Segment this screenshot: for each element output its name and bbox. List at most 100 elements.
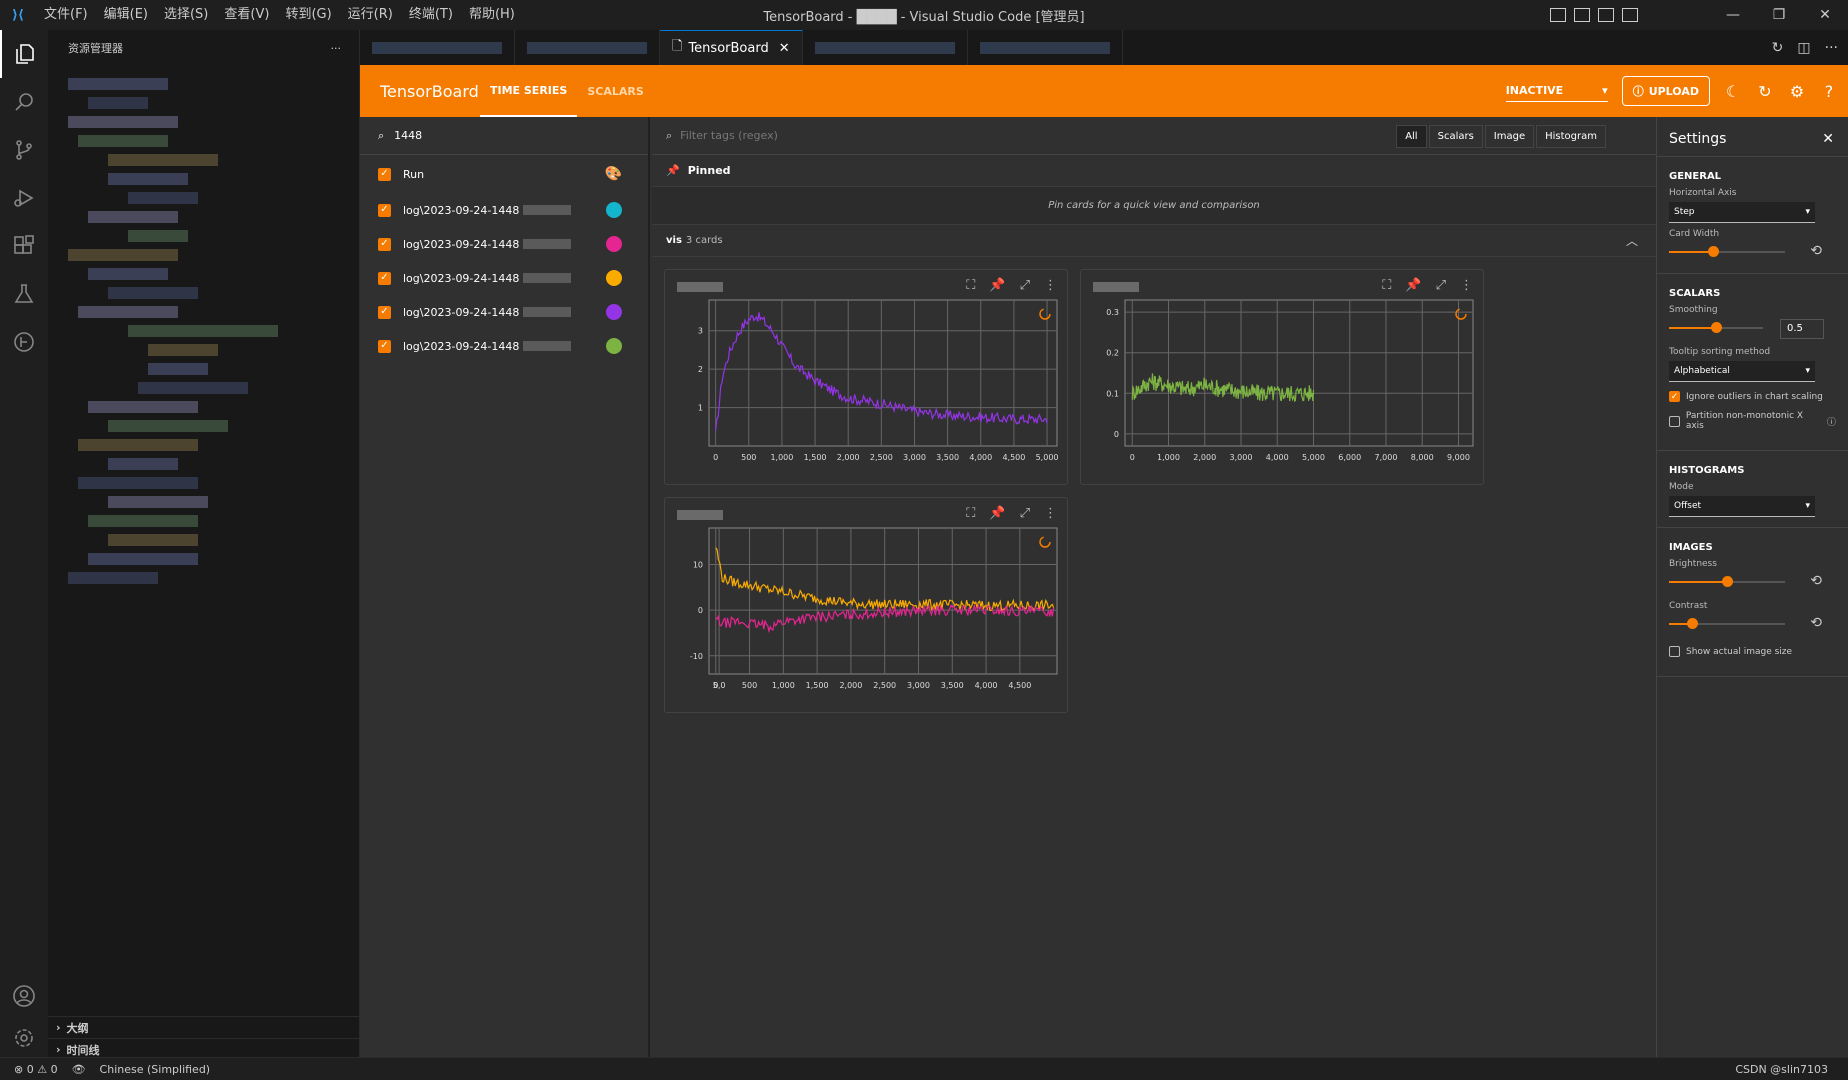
redacted-file-row[interactable] <box>68 249 178 261</box>
explorer-icon[interactable] <box>0 30 48 78</box>
help-icon[interactable]: ? <box>1824 81 1834 101</box>
menu-item[interactable]: 转到(G) <box>285 7 332 22</box>
more-vert-icon[interactable]: ⋮ <box>1044 278 1057 293</box>
tab-time-series[interactable]: TIME SERIES <box>480 65 578 117</box>
fullscreen-icon[interactable]: ⤢ <box>1435 278 1446 293</box>
restore-icon[interactable]: ❐ <box>1772 7 1786 23</box>
timeline-section[interactable]: › 时间线 <box>48 1038 360 1060</box>
tab-redacted-4[interactable] <box>968 30 1123 65</box>
toggle-panel-icon[interactable] <box>1574 8 1590 22</box>
smoothing-input[interactable]: 0.5 <box>1780 319 1824 339</box>
show-actual-size-row[interactable]: Show actual image size <box>1669 646 1836 657</box>
problems-indicator[interactable]: ⊗ 0 ⚠ 0 <box>14 1062 58 1076</box>
horizontal-axis-select[interactable]: Step ▾ <box>1669 202 1815 223</box>
card-group-vis[interactable]: vis 3 cards ︿ <box>652 225 1656 257</box>
ignore-outliers-row[interactable]: ✓ Ignore outliers in chart scaling <box>1669 391 1836 402</box>
menu-item[interactable]: 编辑(E) <box>103 7 148 22</box>
redacted-file-row[interactable] <box>78 306 178 318</box>
tab-tensorboard[interactable]: 🗋 TensorBoard ✕ <box>660 30 803 65</box>
fit-domain-icon[interactable]: ⛶ <box>966 506 976 521</box>
tooltip-select[interactable]: Alphabetical ▾ <box>1669 361 1815 382</box>
scalar-card[interactable]: ⛶ 📌 ⤢ ⋮ 0 500 1,000 1,500 2,000 2,500 3,000 3,500 4,… <box>664 497 1068 713</box>
run-color-swatch[interactable] <box>606 270 622 286</box>
menu-item[interactable]: 选择(S) <box>163 7 209 22</box>
remote-explorer-icon[interactable] <box>0 318 48 366</box>
run-debug-icon[interactable] <box>0 174 48 222</box>
redacted-file-row[interactable] <box>88 97 148 109</box>
source-control-icon[interactable] <box>0 126 48 174</box>
line-chart[interactable]: 0 500 1,000 1,500 2,000 2,500 3,000 3,500 4,000 4… <box>665 270 1069 486</box>
redacted-file-row[interactable] <box>108 534 198 546</box>
line-chart[interactable]: 0 1,000 2,000 3,000 4,000 5,000 6,000 7,000 8,00… <box>1081 270 1485 486</box>
menu-item[interactable]: 运行(R) <box>347 7 393 22</box>
tab-scalars[interactable]: SCALARS <box>587 84 644 98</box>
smoothing-slider[interactable] <box>1669 319 1763 337</box>
fit-domain-icon[interactable]: ⛶ <box>1382 278 1392 293</box>
minimize-icon[interactable]: — <box>1726 7 1740 23</box>
show-actual-size-checkbox[interactable] <box>1669 646 1680 657</box>
fit-domain-icon[interactable]: ⛶ <box>966 278 976 293</box>
menu-item[interactable]: 帮助(H) <box>468 7 515 22</box>
plugin-select[interactable]: INACTIVE ▾ <box>1505 80 1608 102</box>
dark-mode-icon[interactable]: ☾ <box>1725 81 1741 101</box>
run-filter[interactable]: ⌕ 1448 <box>360 117 648 155</box>
redacted-file-row[interactable] <box>68 78 168 90</box>
select-all-checkbox[interactable]: ✓ <box>378 167 391 181</box>
redacted-file-row[interactable] <box>88 268 168 280</box>
brightness-slider[interactable] <box>1669 573 1785 591</box>
menu-item[interactable]: 文件(F) <box>44 7 88 22</box>
reset-icon[interactable]: ⟲ <box>1810 243 1822 259</box>
redacted-file-row[interactable] <box>78 135 168 147</box>
menu-item[interactable]: 终端(T) <box>408 7 453 22</box>
redacted-file-row[interactable] <box>108 287 198 299</box>
run-checkbox[interactable]: ✓ <box>378 339 391 353</box>
redacted-file-row[interactable] <box>68 116 178 128</box>
broadcast-icon[interactable]: 👁 <box>71 1062 86 1076</box>
run-row[interactable]: ✓ log\2023-09-24-1448 <box>360 329 648 363</box>
extensions-icon[interactable] <box>0 222 48 270</box>
more-actions-icon[interactable]: ··· <box>1824 39 1838 56</box>
run-checkbox[interactable]: ✓ <box>378 305 391 319</box>
run-checkbox[interactable]: ✓ <box>378 203 391 217</box>
redacted-file-row[interactable] <box>68 572 158 584</box>
redacted-file-row[interactable] <box>128 325 278 337</box>
pin-card-icon[interactable]: 📌 <box>989 278 1006 293</box>
mode-select[interactable]: Offset ▾ <box>1669 496 1815 517</box>
close-settings-icon[interactable]: ✕ <box>1822 130 1834 147</box>
redacted-file-row[interactable] <box>88 401 198 413</box>
scalar-card[interactable]: ⛶ 📌 ⤢ ⋮ 0 1,000 2,000 3,000 4,000 5,000 6,000 7,000… <box>1080 269 1484 485</box>
settings-gear-icon[interactable]: ⚙ <box>1789 81 1805 101</box>
redacted-file-row[interactable] <box>138 382 248 394</box>
split-editor-icon[interactable]: ◫ <box>1797 39 1811 56</box>
pin-card-icon[interactable]: 📌 <box>989 506 1006 521</box>
refresh-icon[interactable]: ↻ <box>1771 39 1784 56</box>
redacted-file-row[interactable] <box>88 515 198 527</box>
run-color-swatch[interactable] <box>606 338 622 354</box>
search-icon[interactable] <box>0 78 48 126</box>
redacted-file-row[interactable] <box>88 553 198 565</box>
reset-icon[interactable]: ⟲ <box>1810 615 1822 631</box>
redacted-file-row[interactable] <box>108 173 188 185</box>
line-chart[interactable]: 0 500 1,000 1,500 2,000 2,500 3,000 3,500 4,000 4… <box>665 498 1069 714</box>
redacted-file-row[interactable] <box>108 496 208 508</box>
run-checkbox[interactable]: ✓ <box>378 271 391 285</box>
close-window-icon[interactable]: ✕ <box>1819 7 1831 23</box>
run-color-swatch[interactable] <box>606 236 622 252</box>
accounts-icon[interactable] <box>0 972 48 1020</box>
run-checkbox[interactable]: ✓ <box>378 237 391 251</box>
more-vert-icon[interactable]: ⋮ <box>1460 278 1473 293</box>
outline-section[interactable]: › 大纲 <box>48 1016 360 1038</box>
run-color-swatch[interactable] <box>606 304 622 320</box>
redacted-file-row[interactable] <box>78 477 198 489</box>
contrast-slider[interactable] <box>1669 615 1785 633</box>
redacted-file-row[interactable] <box>128 192 198 204</box>
ignore-outliers-checkbox[interactable]: ✓ <box>1669 391 1680 402</box>
partition-checkbox[interactable] <box>1669 415 1680 427</box>
help-circle-icon[interactable]: ⓘ <box>1826 417 1836 428</box>
partition-row[interactable]: Partition non-monotonic X axis ⓘ <box>1669 411 1836 431</box>
manage-gear-icon[interactable] <box>0 1014 48 1062</box>
chip-all[interactable]: All <box>1396 125 1427 148</box>
run-row[interactable]: ✓ log\2023-09-24-1448 <box>360 261 648 295</box>
toggle-sidebar-icon[interactable] <box>1550 8 1566 22</box>
chip-image[interactable]: Image <box>1484 125 1535 148</box>
